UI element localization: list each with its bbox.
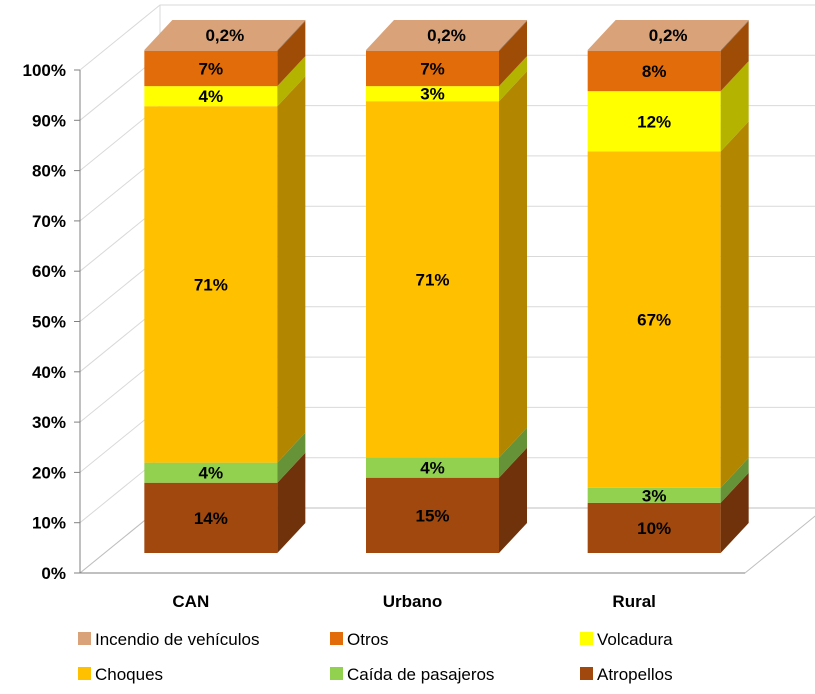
legend-label: Choques xyxy=(95,665,163,684)
bar-rural-atropellos-side xyxy=(720,472,749,553)
data-label-can-otros: 7% xyxy=(199,60,224,79)
y-tick-label: 70% xyxy=(32,212,66,231)
y-tick-label: 80% xyxy=(32,162,66,181)
bar-rural-choques-side xyxy=(720,121,749,488)
bar-rural-otros-side xyxy=(720,21,749,92)
data-label-rural-otros: 8% xyxy=(642,62,667,81)
legend-swatch xyxy=(330,632,343,645)
legend-swatch xyxy=(580,667,593,680)
axes: 0% 10% 20% 30% 40% 50% 60% 70% 80% 90% 100% CAN Urba… xyxy=(23,61,745,611)
data-label-rural-caida-de-pasajeros: 3% xyxy=(642,486,667,505)
bar-can-choques xyxy=(144,106,278,463)
bar-rural-incendio-de-vehiculos xyxy=(587,50,721,52)
legend-item-otros: Otros xyxy=(330,630,389,649)
x-tick-label: Rural xyxy=(612,592,655,611)
bar-urbano-choques xyxy=(366,101,499,458)
bar-can-incendio-de-vehiculos-top xyxy=(144,20,306,50)
data-label-urbano-volcadura: 3% xyxy=(420,85,445,104)
data-label-urbano-otros: 7% xyxy=(420,60,445,79)
bar-rural-otros xyxy=(587,51,721,92)
legend-item-choques: Choques xyxy=(78,665,163,684)
legend-label: Caída de pasajeros xyxy=(347,665,494,684)
bar-urbano-caida-de-pasajeros-side xyxy=(499,427,527,478)
legend-item-incendio-de-vehiculos: Incendio de vehículos xyxy=(78,630,259,649)
bar-rural-volcadura-side xyxy=(720,61,749,152)
bar-can-otros-side xyxy=(277,21,306,87)
data-label-can-incendio-de-vehiculos: 0,2% xyxy=(205,26,244,45)
bar-can-atropellos xyxy=(144,482,278,553)
bar-rural-choques xyxy=(587,151,721,488)
legend-item-volcadura: Volcadura xyxy=(580,630,673,649)
data-labels: 14% 4% 71% 4% 7% 0,2% 15% 4% 71% 3% 7% 0,2% 10% 3% 67%… xyxy=(194,26,688,538)
bar-can-volcadura-side xyxy=(277,56,306,107)
data-label-can-choques: 71% xyxy=(194,275,228,294)
bar-can-caida-de-pasajeros xyxy=(144,462,278,483)
bar-rural-caida-de-pasajeros-side xyxy=(720,457,749,503)
data-label-urbano-incendio-de-vehiculos: 0,2% xyxy=(427,26,466,45)
bar-rural-atropellos xyxy=(587,502,721,553)
legend-label: Otros xyxy=(347,630,389,649)
bar-urbano-incendio-de-vehiculos-side xyxy=(499,20,527,52)
legend-swatch xyxy=(78,632,91,645)
bar-urbano-volcadura xyxy=(366,86,499,102)
data-label-rural-volcadura: 12% xyxy=(637,112,671,131)
legend-swatch xyxy=(330,667,343,680)
bars xyxy=(144,20,749,553)
bar-can-incendio-de-vehiculos-side xyxy=(277,20,306,52)
bar-urbano-otros-side xyxy=(499,21,527,87)
bar-urbano-incendio-de-vehiculos xyxy=(366,50,499,52)
bar-rural-incendio-de-vehiculos-side xyxy=(720,20,749,52)
y-tick-label: 20% xyxy=(32,463,66,482)
bar-urbano-incendio-de-vehiculos-top xyxy=(366,20,527,50)
bar-can-choques-side xyxy=(277,76,306,463)
y-tick-label: 60% xyxy=(32,262,66,281)
bar-can-otros xyxy=(144,51,278,87)
y-tick-label: 0% xyxy=(41,564,66,583)
y-tick-label: 50% xyxy=(32,313,66,332)
legend-label: Incendio de vehículos xyxy=(95,630,259,649)
bar-urbano-atropellos xyxy=(366,477,499,553)
data-label-can-atropellos: 14% xyxy=(194,509,228,528)
legend-item-atropellos: Atropellos xyxy=(580,665,673,684)
data-label-can-volcadura: 4% xyxy=(199,87,224,106)
bar-urbano-atropellos-side xyxy=(499,447,527,553)
bar-can-caida-de-pasajeros-side xyxy=(277,432,306,483)
legend-label: Atropellos xyxy=(597,665,673,684)
bar-urbano-otros xyxy=(366,51,499,87)
y-tick-label: 10% xyxy=(32,514,66,533)
data-label-rural-atropellos: 10% xyxy=(637,519,671,538)
y-tick-label: 100% xyxy=(23,61,66,80)
data-label-urbano-atropellos: 15% xyxy=(415,506,449,525)
data-label-can-caida-de-pasajeros: 4% xyxy=(199,464,224,483)
bar-urbano-volcadura-side xyxy=(499,56,527,102)
bar-urbano-choques-side xyxy=(499,71,527,458)
legend-item-caida-de-pasajeros: Caída de pasajeros xyxy=(330,665,494,684)
legend: Incendio de vehículos Otros Volcadura Choqu… xyxy=(78,630,673,684)
bar-urbano-caida-de-pasajeros xyxy=(366,457,499,478)
y-tick-label: 40% xyxy=(32,363,66,382)
data-label-urbano-choques: 71% xyxy=(415,270,449,289)
data-label-urbano-caida-de-pasajeros: 4% xyxy=(420,459,445,478)
y-tick-label: 90% xyxy=(32,111,66,130)
data-label-rural-choques: 67% xyxy=(637,311,671,330)
x-tick-label: CAN xyxy=(172,592,209,611)
bar-can-volcadura xyxy=(144,86,278,107)
legend-label: Volcadura xyxy=(597,630,673,649)
data-label-rural-incendio-de-vehiculos: 0,2% xyxy=(649,26,688,45)
x-tick-label: Urbano xyxy=(383,592,443,611)
y-tick-label: 30% xyxy=(32,413,66,432)
bar-rural-incendio-de-vehiculos-top xyxy=(587,20,749,50)
bar-can-atropellos-side xyxy=(277,452,306,553)
bar-rural-caida-de-pasajeros xyxy=(587,487,721,503)
legend-swatch xyxy=(580,632,593,645)
bar-can-incendio-de-vehiculos xyxy=(144,50,278,52)
bar-rural-volcadura xyxy=(587,91,721,152)
legend-swatch xyxy=(78,667,91,680)
